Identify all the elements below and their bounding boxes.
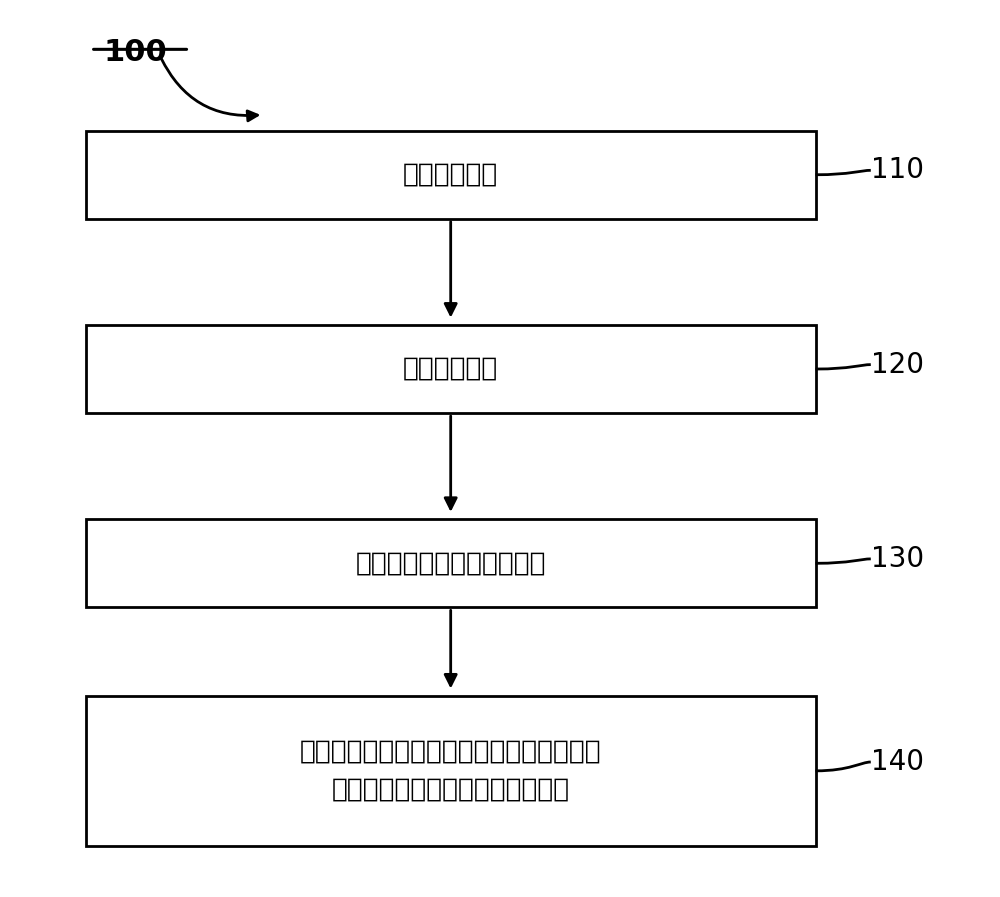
FancyBboxPatch shape <box>86 519 816 607</box>
Text: 确定待测要素: 确定待测要素 <box>403 356 498 382</box>
Text: 140: 140 <box>871 748 924 776</box>
Text: 100: 100 <box>103 38 167 67</box>
FancyBboxPatch shape <box>86 696 816 846</box>
FancyBboxPatch shape <box>86 131 816 219</box>
Text: 120: 120 <box>871 351 924 379</box>
Text: 将待测要素的测量尺寸与待测要素的加工标
准尺寸进行比较，以得到评测结果: 将待测要素的测量尺寸与待测要素的加工标 准尺寸进行比较，以得到评测结果 <box>300 739 602 803</box>
Text: 110: 110 <box>871 156 924 184</box>
Text: 130: 130 <box>871 544 924 573</box>
Text: 利用相关量仪测量待测要素: 利用相关量仪测量待测要素 <box>355 550 546 576</box>
Text: 准备被测零件: 准备被测零件 <box>403 161 498 187</box>
FancyBboxPatch shape <box>86 325 816 414</box>
